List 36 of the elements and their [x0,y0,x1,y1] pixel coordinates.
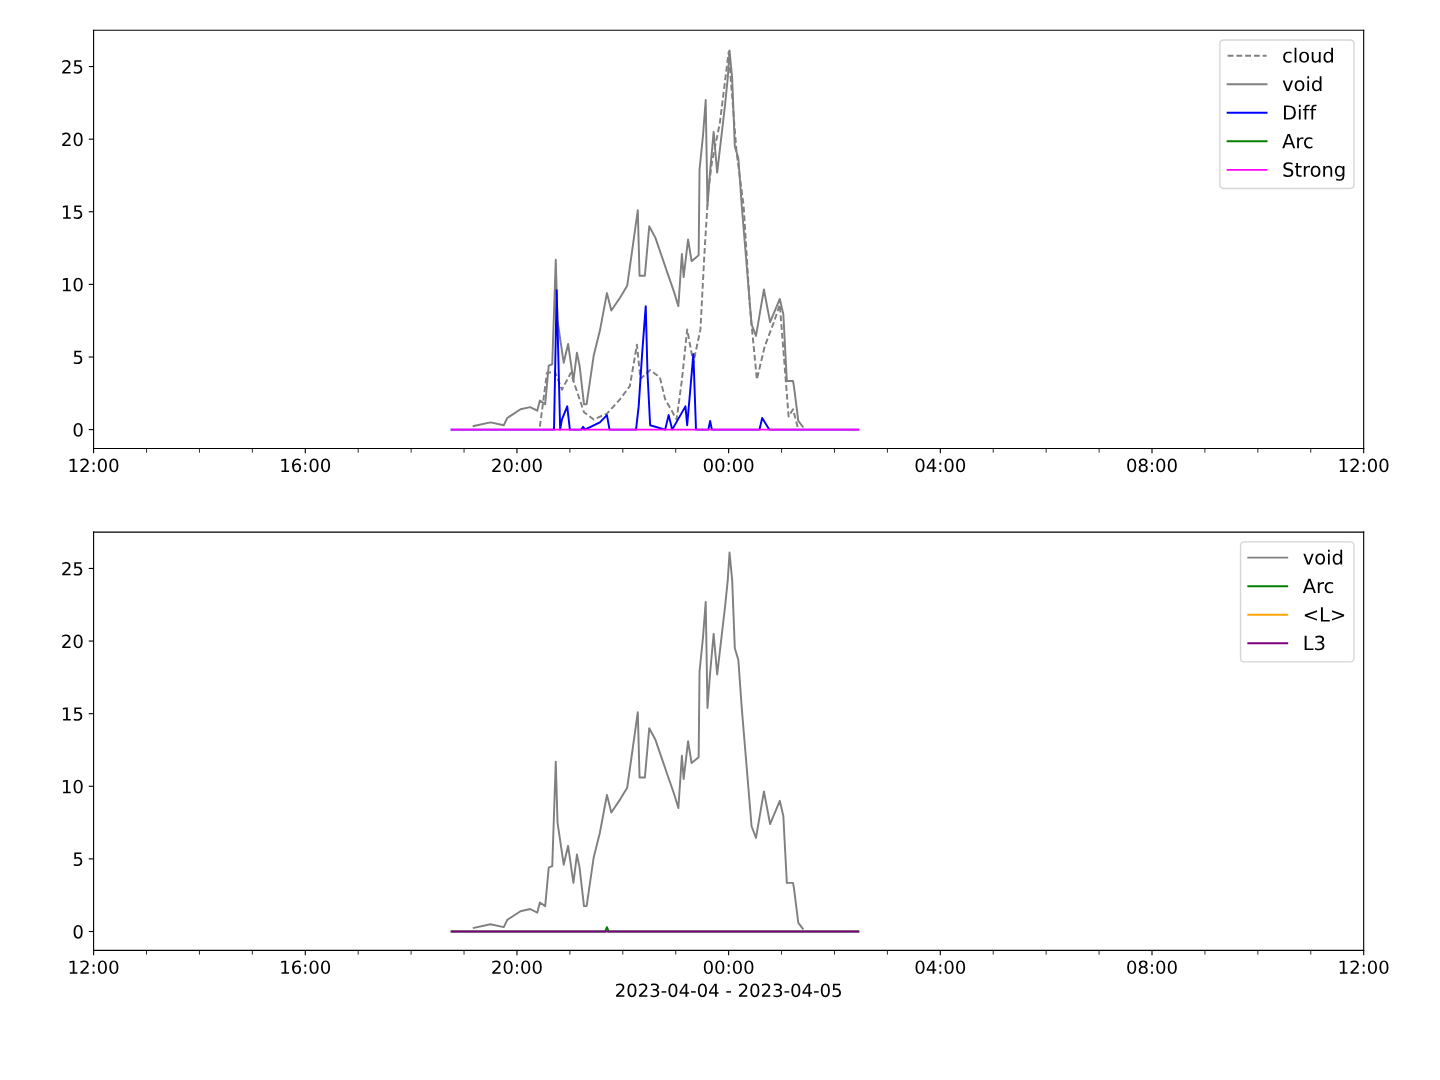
x-tick-label: 12:00 [69,458,119,473]
legend-label: Arc [1282,133,1313,149]
y-tick-label: 20 [62,132,83,147]
x-tick-label: 08:00 [1127,960,1177,975]
x-axis-title: 2023-04-04 - 2023-04-05 [616,983,841,998]
x-tick-label: 12:00 [1339,458,1389,473]
y-tick-label: 10 [62,277,83,292]
legend-label: void [1303,549,1343,565]
x-tick-label: 08:00 [1127,458,1177,473]
legend-label: <L> [1304,607,1345,622]
legend-label: cloud [1283,47,1333,63]
legend-label: void [1282,76,1322,92]
y-tick-label: 5 [73,852,83,867]
x-tick-label: 20:00 [492,458,542,473]
x-tick-label: 20:00 [492,960,542,975]
x-tick-label: 16:00 [281,458,331,473]
x-tick-label: 04:00 [915,960,966,975]
legend-label: Diff [1284,104,1317,120]
y-tick-label: 20 [62,634,83,649]
y-tick-label: 0 [73,924,83,939]
y-tick-label: 25 [62,60,83,74]
legend-label: Arc [1302,578,1334,594]
x-tick-label: 00:00 [703,960,754,975]
x-tick-label: 00:00 [703,458,754,473]
y-tick-label: 15 [62,707,83,721]
y-tick-label: 5 [73,350,83,365]
x-tick-label: 12:00 [69,960,119,975]
x-tick-label: 12:00 [1339,960,1389,975]
x-tick-label: 16:00 [281,960,331,975]
x-tick-label: 04:00 [915,458,966,473]
y-tick-label: 15 [62,205,83,219]
legend-label: L3 [1304,635,1325,651]
y-tick-label: 10 [62,779,83,794]
legend-label: Strong [1283,162,1345,181]
y-tick-label: 25 [62,561,83,576]
y-tick-label: 0 [73,423,83,437]
